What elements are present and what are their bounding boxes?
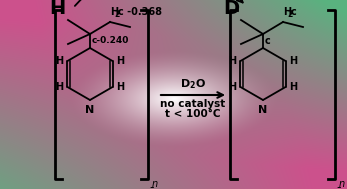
Text: H: H [228, 82, 237, 92]
Text: c: c [265, 36, 271, 46]
Text: c-0.240: c-0.240 [92, 36, 129, 45]
Text: n: n [152, 179, 158, 189]
Text: H: H [283, 7, 291, 17]
Text: t < 100°C: t < 100°C [165, 109, 221, 119]
Text: 2: 2 [287, 10, 292, 19]
Text: H: H [56, 82, 64, 92]
FancyArrowPatch shape [75, 0, 243, 6]
Text: H: H [110, 7, 118, 17]
Text: c: c [291, 7, 297, 17]
Text: H: H [56, 56, 64, 66]
Text: $\mathbf{D_2O}$: $\mathbf{D_2O}$ [180, 77, 206, 91]
Text: N: N [259, 105, 268, 115]
Text: n: n [339, 179, 345, 189]
Text: H: H [289, 82, 298, 92]
Text: c -0.368: c -0.368 [118, 7, 162, 17]
Text: H: H [117, 56, 125, 66]
Text: 2: 2 [114, 10, 119, 19]
Text: H: H [50, 0, 66, 18]
Text: no catalyst: no catalyst [160, 99, 226, 109]
Text: H: H [117, 82, 125, 92]
Text: H: H [289, 56, 298, 66]
Text: -: - [336, 181, 340, 189]
Text: D: D [223, 0, 239, 18]
Text: -: - [149, 181, 153, 189]
Text: H: H [228, 56, 237, 66]
Text: N: N [85, 105, 95, 115]
